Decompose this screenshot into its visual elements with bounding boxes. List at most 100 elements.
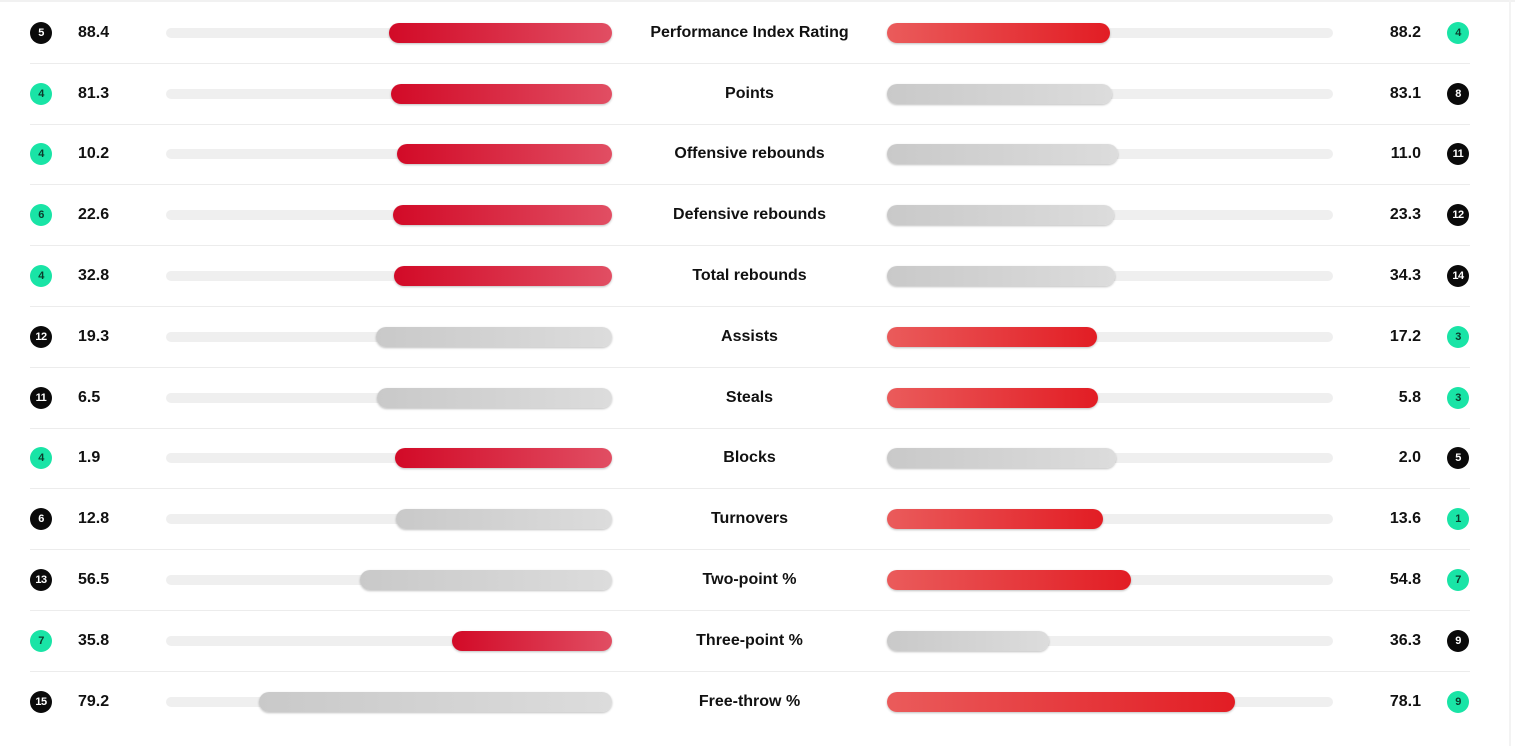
left-team-value: 88.4 (78, 23, 110, 41)
stat-row: 4 10.2 Offensive rebounds 11.0 11 (30, 125, 1470, 186)
stat-label: Points (725, 84, 774, 102)
right-team-rank-badge: 1 (1447, 508, 1469, 531)
right-bar-track (887, 83, 1333, 104)
left-team-rank-badge: 4 (30, 265, 52, 288)
left-bar-track (166, 205, 612, 226)
right-bar-track (887, 326, 1333, 347)
right-team-value: 78.1 (1389, 693, 1421, 711)
right-team-value: 23.3 (1389, 206, 1421, 224)
right-team-rank-badge: 9 (1447, 629, 1469, 652)
right-bar-track (887, 266, 1333, 287)
left-team-bar (452, 630, 612, 651)
left-team-rank-badge: 4 (30, 447, 52, 470)
stats-comparison-table: 5 88.4 Performance Index Rating 88.2 4 4 81.3 P… (30, 3, 1470, 733)
left-team-value: 10.2 (78, 145, 110, 163)
left-team-bar (376, 326, 612, 347)
stat-row: 6 12.8 Turnovers 13.6 1 (30, 489, 1470, 551)
top-divider (0, 0, 1515, 2)
right-team-rank-badge: 5 (1447, 447, 1469, 470)
right-bar-track (887, 448, 1333, 469)
right-team-value: 5.8 (1398, 388, 1421, 406)
left-team-value: 19.3 (78, 327, 110, 345)
right-divider (1509, 0, 1511, 746)
right-team-value: 36.3 (1389, 631, 1421, 649)
right-team-rank-badge: 9 (1447, 691, 1469, 714)
left-team-rank-badge: 4 (30, 143, 52, 166)
right-team-rank-badge: 3 (1447, 386, 1469, 409)
stat-row: 12 19.3 Assists 17.2 3 (30, 307, 1470, 368)
right-team-rank-badge: 11 (1447, 143, 1469, 166)
left-bar-track (166, 509, 612, 530)
right-team-rank-badge: 7 (1447, 569, 1469, 592)
right-team-bar (887, 570, 1131, 591)
left-team-bar (360, 570, 612, 591)
right-team-value: 17.2 (1389, 327, 1421, 345)
right-team-value: 2.0 (1398, 449, 1421, 467)
left-team-value: 35.8 (78, 631, 110, 649)
right-team-value: 11.0 (1390, 145, 1421, 163)
stat-row: 5 88.4 Performance Index Rating 88.2 4 (30, 3, 1470, 64)
stat-label: Defensive rebounds (673, 206, 826, 224)
stat-row: 4 81.3 Points 83.1 8 (30, 64, 1470, 125)
right-team-bar (887, 205, 1114, 226)
right-bar-track (887, 570, 1333, 591)
left-team-bar (394, 266, 612, 287)
stat-label: Steals (725, 388, 774, 406)
stat-label: Turnovers (710, 510, 789, 528)
left-team-rank-badge: 11 (30, 386, 52, 409)
stat-label: Performance Index Rating (650, 23, 849, 41)
stat-label: Three-point % (696, 631, 803, 649)
left-bar-track (166, 83, 612, 104)
left-team-bar (377, 387, 612, 408)
left-team-rank-badge: 12 (30, 325, 52, 348)
right-team-value: 88.2 (1389, 23, 1421, 41)
right-team-rank-badge: 4 (1447, 21, 1469, 44)
stat-row: 15 79.2 Free-throw % 78.1 9 (30, 672, 1470, 733)
left-team-value: 1.9 (78, 449, 101, 467)
stat-label: Total rebounds (692, 267, 807, 285)
stat-label: Free-throw % (698, 693, 801, 711)
right-team-bar (887, 326, 1097, 347)
right-team-rank-badge: 8 (1447, 82, 1469, 105)
right-bar-track (887, 692, 1333, 713)
right-team-value: 13.6 (1389, 510, 1421, 528)
left-team-rank-badge: 13 (30, 569, 52, 592)
left-bar-track (166, 144, 612, 165)
left-bar-track (166, 630, 612, 651)
right-team-rank-badge: 12 (1447, 204, 1469, 227)
left-bar-track (166, 326, 612, 347)
right-team-value: 83.1 (1389, 84, 1421, 102)
right-bar-track (887, 22, 1333, 43)
right-team-rank-badge: 14 (1447, 265, 1469, 288)
left-bar-track (166, 266, 612, 287)
left-team-rank-badge: 5 (30, 21, 52, 44)
right-team-bar (887, 387, 1098, 408)
left-bar-track (166, 692, 612, 713)
stat-row: 6 22.6 Defensive rebounds 23.3 12 (30, 185, 1470, 247)
left-team-rank-badge: 15 (30, 691, 52, 714)
left-team-bar (397, 144, 612, 165)
left-team-bar (259, 692, 612, 713)
right-bar-track (887, 205, 1333, 226)
left-bar-track (166, 570, 612, 591)
left-team-rank-badge: 6 (30, 508, 52, 531)
left-team-value: 56.5 (78, 571, 110, 589)
stat-row: 7 35.8 Three-point % 36.3 9 (30, 611, 1470, 672)
right-bar-track (887, 509, 1333, 530)
left-team-bar (396, 509, 612, 530)
stat-label: Offensive rebounds (674, 145, 825, 163)
right-team-value: 34.3 (1389, 267, 1421, 285)
right-team-bar (887, 509, 1103, 530)
stat-row: 11 6.5 Steals 5.8 3 (30, 368, 1470, 429)
left-team-rank-badge: 6 (30, 204, 52, 227)
left-team-bar (393, 205, 612, 226)
stat-row: 13 56.5 Two-point % 54.8 7 (30, 550, 1470, 611)
right-bar-track (887, 630, 1333, 651)
left-team-value: 22.6 (78, 206, 110, 224)
left-team-value: 79.2 (78, 693, 110, 711)
right-team-rank-badge: 3 (1447, 325, 1469, 348)
left-team-value: 81.3 (78, 84, 110, 102)
left-bar-track (166, 22, 612, 43)
left-team-rank-badge: 4 (30, 82, 52, 105)
right-team-bar (887, 83, 1112, 104)
